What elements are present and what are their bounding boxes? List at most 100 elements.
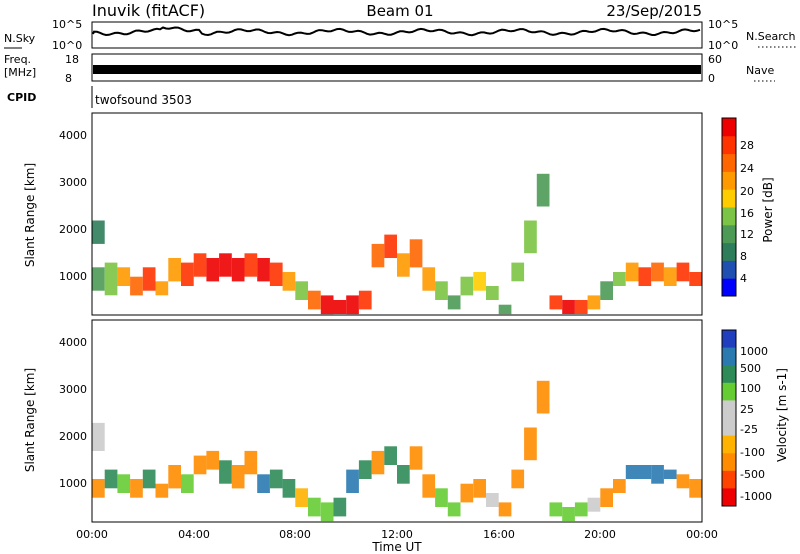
- velocity-cell: [181, 474, 194, 493]
- power-ytick-2000: 2000: [59, 223, 87, 236]
- velocity-cell: [333, 497, 347, 517]
- power-cell: [142, 267, 156, 291]
- xtick-1600: 16:00: [483, 528, 515, 541]
- velocity-ytick-3000: 3000: [59, 383, 87, 396]
- velocity-cell: [651, 465, 664, 484]
- power-ytick-3000: 3000: [59, 176, 87, 189]
- velocity-cell: [562, 507, 575, 521]
- freq-unit-label: [MHz]: [4, 66, 36, 79]
- cpid-panel: CPID twofsound 3503: [7, 86, 192, 108]
- velocity-cell: [371, 450, 385, 475]
- velocity-cell: [549, 502, 563, 517]
- velocity-colorbar-swatch: [722, 453, 736, 472]
- velocity-cbar-tick-100: 100: [740, 382, 761, 395]
- velocity-cell: [206, 450, 220, 470]
- velocity-colorbar-swatch: [722, 418, 736, 437]
- nave-tick-bottom: 0: [708, 72, 715, 85]
- power-cell: [689, 272, 702, 286]
- power-ytick-1000: 1000: [59, 270, 87, 283]
- velocity-cell: [473, 479, 486, 498]
- velocity-cell: [587, 497, 601, 512]
- xtick-2400: 00:00: [686, 528, 718, 541]
- velocity-cell: [625, 465, 639, 479]
- freq-tick-top: 18: [65, 53, 79, 66]
- velocity-cell: [663, 469, 677, 479]
- velocity-colorbar-frame: [721, 329, 737, 507]
- velocity-ytick-2000: 2000: [59, 430, 87, 443]
- power-cell: [282, 272, 296, 291]
- velocity-cell: [282, 479, 296, 498]
- velocity-ytick-4000: 4000: [59, 336, 87, 349]
- velocity-cell: [689, 479, 702, 498]
- velocity-cell: [92, 479, 105, 498]
- power-cell: [130, 276, 143, 296]
- velocity-cell: [511, 469, 525, 489]
- velocity-cell: [676, 474, 690, 489]
- nsky-panel: N.Sky 10^5 10^0 10^5 10^0 N.Search: [4, 18, 796, 52]
- power-cell: [549, 295, 563, 310]
- power-cell: [460, 276, 474, 296]
- power-cell: [562, 300, 575, 314]
- power-panel: 4000 3000 2000 1000 Slant Range [km] 28 …: [23, 112, 775, 316]
- power-cell: [613, 272, 626, 286]
- power-cell: [168, 258, 181, 282]
- velocity-cell: [295, 488, 308, 507]
- power-cell: [587, 295, 601, 310]
- power-cell: [269, 262, 283, 286]
- power-cell: [651, 262, 664, 282]
- power-cell: [181, 262, 194, 286]
- power-ytick-4000: 4000: [59, 129, 87, 142]
- x-axis-label: Time UT: [371, 540, 422, 554]
- cpid-value: twofsound 3503: [95, 93, 192, 107]
- power-colorbar-frame: [721, 117, 737, 297]
- velocity-colorbar-label: Velocity [m s-1]: [775, 368, 789, 462]
- power-cell: [498, 304, 512, 315]
- velocity-cell: [320, 502, 334, 522]
- nsearch-tick-top: 10^5: [708, 18, 738, 31]
- xtick-0800: 08:00: [279, 528, 311, 541]
- velocity-cell: [308, 497, 321, 517]
- power-cell: [193, 253, 207, 277]
- velocity-cbar-tick-neg100: -100: [740, 446, 765, 459]
- velocity-cell: [600, 488, 613, 507]
- power-cell: [574, 300, 588, 314]
- power-ylabel: Slant Range [km]: [23, 163, 37, 267]
- velocity-y-ticks: 4000 3000 2000 1000: [59, 336, 87, 490]
- power-cell: [92, 267, 105, 291]
- power-cell: [600, 281, 613, 300]
- velocity-cell: [422, 474, 436, 498]
- velocity-cell: [498, 502, 512, 517]
- power-cell: [384, 234, 397, 258]
- velocity-cell: [460, 483, 474, 503]
- power-colorbar-swatch: [722, 207, 736, 226]
- power-cell: [346, 295, 359, 315]
- power-cell: [320, 295, 334, 315]
- power-cell: [358, 290, 372, 310]
- x-axis-ticks: 00:00 04:00 08:00 12:00 16:00 20:00 00:0…: [76, 528, 718, 541]
- freq-band: [93, 65, 701, 74]
- velocity-cell: [193, 455, 207, 475]
- nsearch-tick-bottom: 10^0: [708, 39, 738, 52]
- freq-label: Freq.: [4, 53, 31, 66]
- velocity-cell: [524, 427, 537, 461]
- power-cbar-tick-28: 28: [740, 139, 754, 152]
- power-cbar-tick-8: 8: [740, 250, 747, 263]
- velocity-cell: [244, 450, 258, 475]
- power-cell: [257, 258, 270, 282]
- velocity-cell: [409, 446, 423, 470]
- power-cell: [447, 295, 461, 310]
- velocity-cell: [613, 479, 626, 493]
- nsearch-label: N.Search: [746, 30, 796, 43]
- velocity-colorbar-swatch: [722, 382, 736, 401]
- velocity-cell: [435, 488, 448, 507]
- power-cell: [663, 267, 677, 286]
- nsky-tick-top: 10^5: [52, 18, 82, 31]
- power-cell: [104, 262, 118, 296]
- power-colorbar-swatch: [722, 224, 736, 244]
- nave-tick-top: 60: [708, 53, 722, 66]
- power-cbar-tick-12: 12: [740, 228, 754, 241]
- power-cell: [511, 262, 525, 282]
- power-cbar-tick-24: 24: [740, 162, 754, 175]
- power-cell: [333, 300, 347, 314]
- velocity-cbar-tick-neg500: -500: [740, 468, 765, 481]
